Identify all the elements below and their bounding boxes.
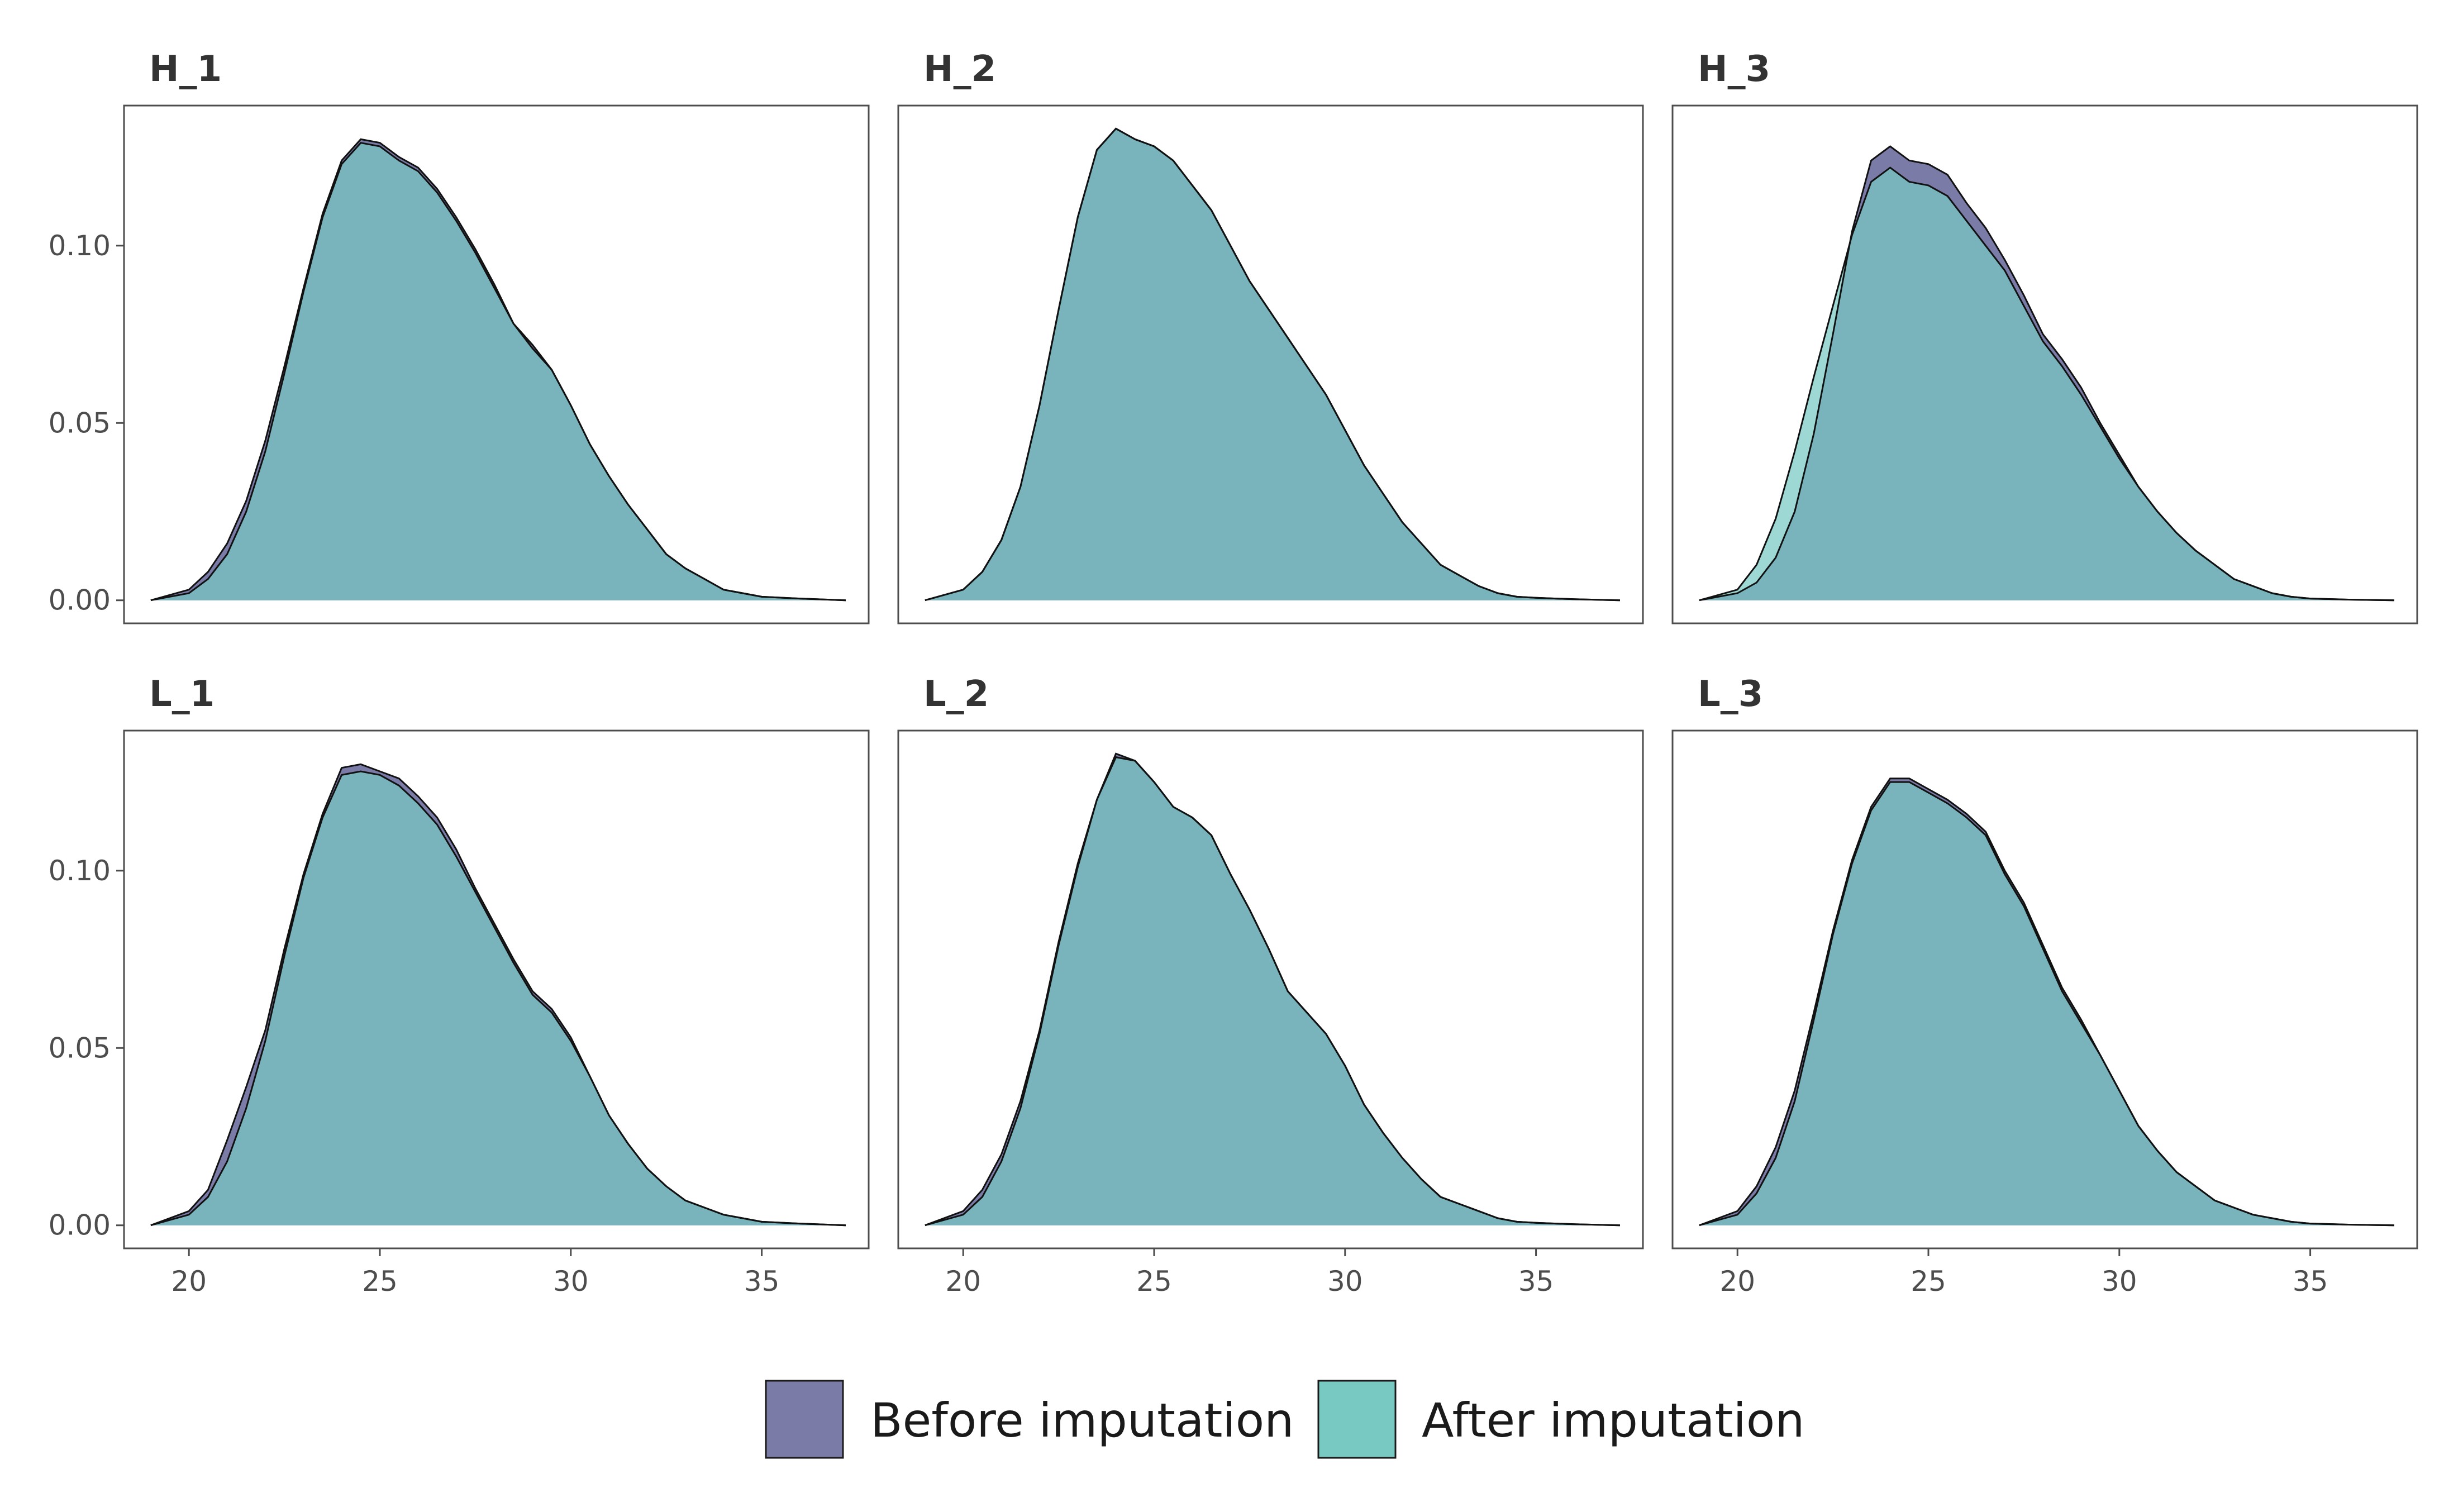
panel-plot-area: [1699, 778, 2395, 1227]
density-area: [1699, 782, 2394, 1225]
panel-border: [897, 729, 1644, 1249]
panel-border: [897, 104, 1644, 624]
x-tick-label: 25: [1911, 1265, 1946, 1298]
panel-plot-area: [925, 127, 1621, 602]
x-tick-label: 30: [553, 1265, 589, 1298]
x-tick-label: 20: [1719, 1265, 1755, 1298]
panel-plot-area: [925, 752, 1621, 1227]
y-tick-label: 0.10: [49, 230, 111, 262]
density-area: [150, 142, 846, 600]
x-tick-label: 30: [1327, 1265, 1363, 1298]
panel-title: H_1: [149, 49, 222, 90]
density-area: [150, 771, 846, 1225]
panel-border: [1671, 104, 2418, 624]
x-tick-label: 35: [2293, 1265, 2328, 1298]
facet-panel: H_2: [897, 49, 1644, 624]
x-tick-label: 20: [171, 1265, 207, 1298]
panel-border: [123, 729, 870, 1249]
legend-label: Before imputation: [870, 1393, 1294, 1448]
y-tick-label: 0.10: [49, 855, 111, 887]
panel-border: [1671, 729, 2418, 1249]
panel-title: H_2: [923, 49, 996, 90]
panel-border: [123, 104, 870, 624]
legend: Before imputation After imputation: [765, 1380, 1804, 1459]
legend-swatch: [765, 1380, 844, 1459]
panel-title: L_3: [1698, 674, 1763, 715]
panel-title: H_3: [1698, 49, 1770, 90]
density-outline: [925, 127, 1621, 602]
density-outline: [925, 756, 1621, 1227]
facet-panel: L_2 20 25 30 35: [897, 674, 1644, 1298]
x-tick-label: 35: [1518, 1265, 1554, 1298]
x-tick-label: 25: [362, 1265, 398, 1298]
panel-plot-area: [150, 138, 846, 602]
density-outline: [1699, 781, 2395, 1227]
y-tick-label: 0.05: [49, 1032, 111, 1064]
panel-title: L_1: [149, 674, 215, 715]
y-tick-label: 0.05: [49, 407, 111, 439]
facet-panel: H_1 0.00 0.05 0.10: [49, 49, 870, 624]
panel-plot-area: [150, 763, 846, 1227]
x-tick-label: 35: [744, 1265, 780, 1298]
legend-label: After imputation: [1422, 1393, 1804, 1448]
panel-plot-area: [1699, 145, 2395, 602]
panel-title: L_2: [923, 674, 989, 715]
facet-panel: H_3: [1671, 49, 2418, 624]
y-tick-label: 0.00: [49, 1209, 111, 1242]
density-area: [925, 128, 1620, 600]
density-area: [925, 757, 1620, 1225]
x-tick-label: 25: [1136, 1265, 1172, 1298]
density-outline: [150, 770, 846, 1227]
density-area: [1699, 168, 2394, 600]
x-tick-label: 20: [945, 1265, 981, 1298]
facet-panel: L_3 20 25 30 35: [1671, 674, 2418, 1298]
legend-swatch: [1317, 1380, 1397, 1459]
density-outline: [1699, 166, 2395, 602]
x-tick-label: 30: [2102, 1265, 2137, 1298]
y-tick-label: 0.00: [49, 584, 111, 617]
facet-panel: L_1 0.00 0.05 0.10 20 25 30 35: [49, 674, 870, 1298]
density-outline: [150, 142, 846, 602]
